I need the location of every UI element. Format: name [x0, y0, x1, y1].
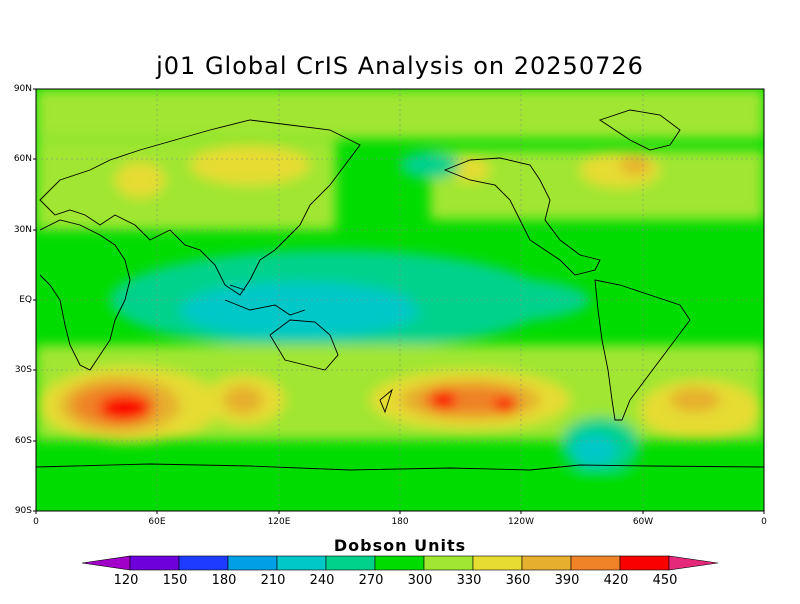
- colorbar-swatch: [423, 555, 474, 571]
- colorbar-label-210: 210: [260, 573, 286, 588]
- map-title: j01 Global CrIS Analysis on 20250726: [156, 52, 644, 80]
- colorbar-label-120: 120: [113, 573, 139, 588]
- lon-label-60w: 60W: [632, 517, 654, 527]
- colorbar-swatch: [276, 555, 327, 571]
- ozone-field: [36, 89, 764, 511]
- coastlines: [36, 109, 764, 471]
- colorbar-swatch: [521, 555, 572, 571]
- lon-label-120e: 120E: [267, 517, 291, 527]
- lon-label-60e: 60E: [148, 517, 166, 527]
- colorbar: [81, 555, 719, 571]
- colorbar-label-420: 420: [603, 573, 629, 588]
- colorbar-label-300: 300: [407, 573, 433, 588]
- graticule: [36, 89, 764, 511]
- colorbar-swatch: [227, 555, 278, 571]
- colorbar-label-270: 270: [358, 573, 384, 588]
- legend-title: Dobson Units: [333, 536, 467, 555]
- lat-label-60n: 60N: [13, 154, 32, 164]
- lon-label-120w: 120W: [507, 517, 535, 527]
- axis-ticks: [33, 88, 765, 514]
- colorbar-label-240: 240: [309, 573, 335, 588]
- colorbar-label-360: 360: [505, 573, 531, 588]
- colorbar-label-150: 150: [162, 573, 188, 588]
- colorbar-swatch: [178, 555, 229, 571]
- colorbar-swatch: [374, 555, 425, 571]
- lat-label-90n: 90N: [13, 84, 32, 94]
- colorbar-swatch: [325, 555, 376, 571]
- colorbar-swatch: [619, 555, 670, 571]
- lon-label-0-right: 0: [761, 517, 767, 527]
- lat-label-30s: 30S: [14, 365, 32, 375]
- colorbar-label-450: 450: [652, 573, 678, 588]
- lat-label-30n: 30N: [13, 225, 32, 235]
- colorbar-swatch: [570, 555, 621, 571]
- colorbar-label-180: 180: [211, 573, 237, 588]
- lon-label-0: 0: [33, 517, 39, 527]
- colorbar-arrow-right: [668, 555, 719, 571]
- lat-label-60s: 60S: [14, 436, 32, 446]
- colorbar-label-390: 390: [554, 573, 580, 588]
- lon-label-180: 180: [391, 517, 409, 527]
- colorbar-swatch: [129, 555, 180, 571]
- colorbar-arrow-left: [81, 555, 131, 571]
- lat-label-90s: 90S: [14, 506, 32, 516]
- lat-label-eq: EQ: [19, 295, 32, 305]
- colorbar-swatch: [472, 555, 523, 571]
- colorbar-label-330: 330: [456, 573, 482, 588]
